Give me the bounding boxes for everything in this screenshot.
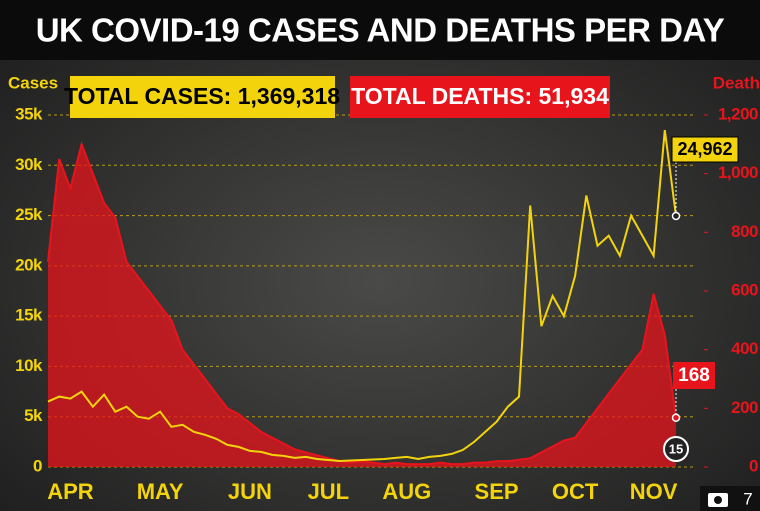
y-axis-title: Cases xyxy=(8,73,58,92)
total-cases-label: TOTAL CASES: 1,369,318 xyxy=(64,83,340,109)
x-tick-label: APR xyxy=(47,479,94,504)
y-tick-label: 5k xyxy=(24,406,43,425)
x-tick-label: JUN xyxy=(228,479,272,504)
y2-tick-label: 1,200 xyxy=(718,104,758,123)
y-tick-label: 15k xyxy=(15,306,43,325)
chart-title: UK COVID-19 CASES AND DEATHS PER DAY xyxy=(36,12,725,49)
last-deaths-dot xyxy=(671,413,681,422)
x-tick-label: MAY xyxy=(137,479,184,504)
y-tick-label: 10k xyxy=(15,356,43,375)
x-tick-label: NOV xyxy=(630,479,678,504)
title-bar xyxy=(0,0,760,60)
last-deaths-label: 168 xyxy=(678,365,710,386)
y2-tick-label: 200 xyxy=(731,398,758,417)
date-label: 15 xyxy=(669,441,683,456)
y-tick-label: 30k xyxy=(15,155,43,174)
x-tick-label: AUG xyxy=(382,479,431,504)
y2-tick-label: 400 xyxy=(731,339,758,358)
last-cases-label: 24,962 xyxy=(677,139,732,159)
x-tick-label: SEP xyxy=(475,479,519,504)
y-tick-label: 0 xyxy=(33,456,42,475)
total-deaths-label: TOTAL DEATHS: 51,934 xyxy=(351,83,609,109)
total-deaths-box xyxy=(350,76,610,118)
y-tick-label: 35k xyxy=(15,104,43,123)
y2-axis-title: Death xyxy=(713,73,760,92)
total-cases-box xyxy=(70,76,335,118)
deaths-area-fill xyxy=(48,144,676,468)
y-tick-label: 25k xyxy=(15,205,43,224)
x-tick-label: JUL xyxy=(308,479,350,504)
last-deaths-box xyxy=(673,362,715,389)
y2-tick-label: 0 xyxy=(749,456,758,475)
deaths-line xyxy=(47,141,677,466)
date-circle xyxy=(663,436,689,462)
photo-count: 7 xyxy=(743,489,752,508)
last-cases-box xyxy=(671,136,739,163)
y2-tick-label: 1,000 xyxy=(718,163,758,182)
y2-tick-label: 600 xyxy=(731,280,758,299)
camera-lens xyxy=(714,496,722,504)
last-cases-dot xyxy=(671,211,681,221)
plot-area: 0 5k 10k 15k 20k 25k 30k 35k 0 200 400 600 800 1,000 1… xyxy=(15,104,758,503)
y2-tick-label: 800 xyxy=(731,222,758,241)
y-tick-label: 20k xyxy=(15,255,43,274)
cases-line xyxy=(47,129,677,463)
x-tick-label: OCT xyxy=(552,479,599,504)
